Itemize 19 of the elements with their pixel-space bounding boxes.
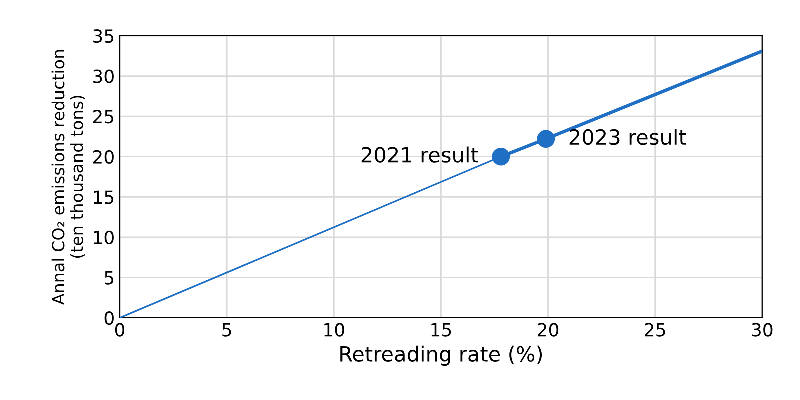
y-tick-label: 20 xyxy=(93,150,114,164)
y-tick-label: 25 xyxy=(93,110,114,124)
x-tick-label: 30 xyxy=(752,323,773,337)
y-tick-label: 35 xyxy=(94,29,114,44)
y-tick-label: 10 xyxy=(94,230,114,245)
x-tick-label: 0 xyxy=(115,323,125,337)
y-tick-label: 0 xyxy=(104,311,114,326)
x-tick-label: 10 xyxy=(324,323,344,337)
x-tick-label: 25 xyxy=(645,323,666,337)
y-axis-title: Annal CO₂ emissions reduction (ten thousand tons) xyxy=(52,50,86,305)
annotation: 2021 result xyxy=(362,146,478,163)
y-tick-label: 5 xyxy=(105,271,114,285)
x-tick-label: 15 xyxy=(432,323,452,337)
annotation: 2023 result xyxy=(570,129,686,146)
x-tick-label: 20 xyxy=(538,323,559,337)
y-tick-label: 15 xyxy=(94,190,114,204)
x-tick-label: 5 xyxy=(222,323,232,337)
x-axis-title: Retreading rate (%) xyxy=(340,346,542,366)
y-tick-label: 30 xyxy=(94,70,114,84)
